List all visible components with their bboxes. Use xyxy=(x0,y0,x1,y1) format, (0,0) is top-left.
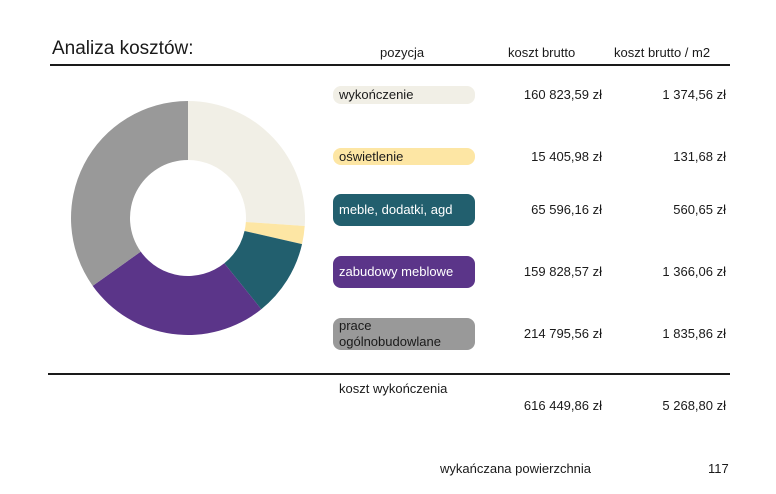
total-label: koszt wykończenia xyxy=(339,381,448,396)
row-koszt-m2: 1 835,86 zł xyxy=(662,326,726,341)
row-koszt-m2: 1 374,56 zł xyxy=(662,87,726,102)
row-koszt-brutto: 65 596,16 zł xyxy=(531,202,602,217)
row-label-badge: zabudowy meblowe xyxy=(333,256,475,288)
page-title: Analiza kosztów: xyxy=(52,38,194,59)
row-label-badge: wykończenie xyxy=(333,86,475,104)
header-koszt-m2: koszt brutto / m2 xyxy=(614,45,711,60)
donut-slice-2 xyxy=(244,221,305,245)
donut-slice-4 xyxy=(92,251,262,336)
row-koszt-brutto: 160 823,59 zł xyxy=(523,87,602,102)
area-label: wykańczana powierzchnia xyxy=(440,461,592,476)
header-pozycja: pozycja xyxy=(380,45,425,60)
total-rule xyxy=(48,373,730,375)
row-koszt-brutto: 159 828,57 zł xyxy=(523,264,602,279)
row-koszt-brutto: 214 795,56 zł xyxy=(523,326,602,341)
row-koszt-brutto: 15 405,98 zł xyxy=(531,148,602,164)
cost-donut-chart xyxy=(70,101,305,336)
total-per-m2: 5 268,80 zł xyxy=(662,398,726,413)
donut-slice-3 xyxy=(224,230,303,310)
row-label-badge: prace ogólnobudowlane xyxy=(333,318,475,350)
area-value: 117 xyxy=(708,461,729,476)
total-brutto: 616 449,86 zł xyxy=(523,398,602,413)
donut-slice-5 xyxy=(70,101,188,286)
row-koszt-m2: 560,65 zł xyxy=(673,202,726,217)
header-rule xyxy=(50,64,730,66)
row-koszt-m2: 1 366,06 zł xyxy=(662,264,726,279)
row-label-badge: oświetlenie xyxy=(333,148,475,165)
header-koszt-brutto: koszt brutto xyxy=(508,45,576,60)
donut-slice-1 xyxy=(188,101,305,226)
row-label-badge: meble, dodatki, agd xyxy=(333,194,475,226)
row-koszt-m2: 131,68 zł xyxy=(673,148,726,164)
